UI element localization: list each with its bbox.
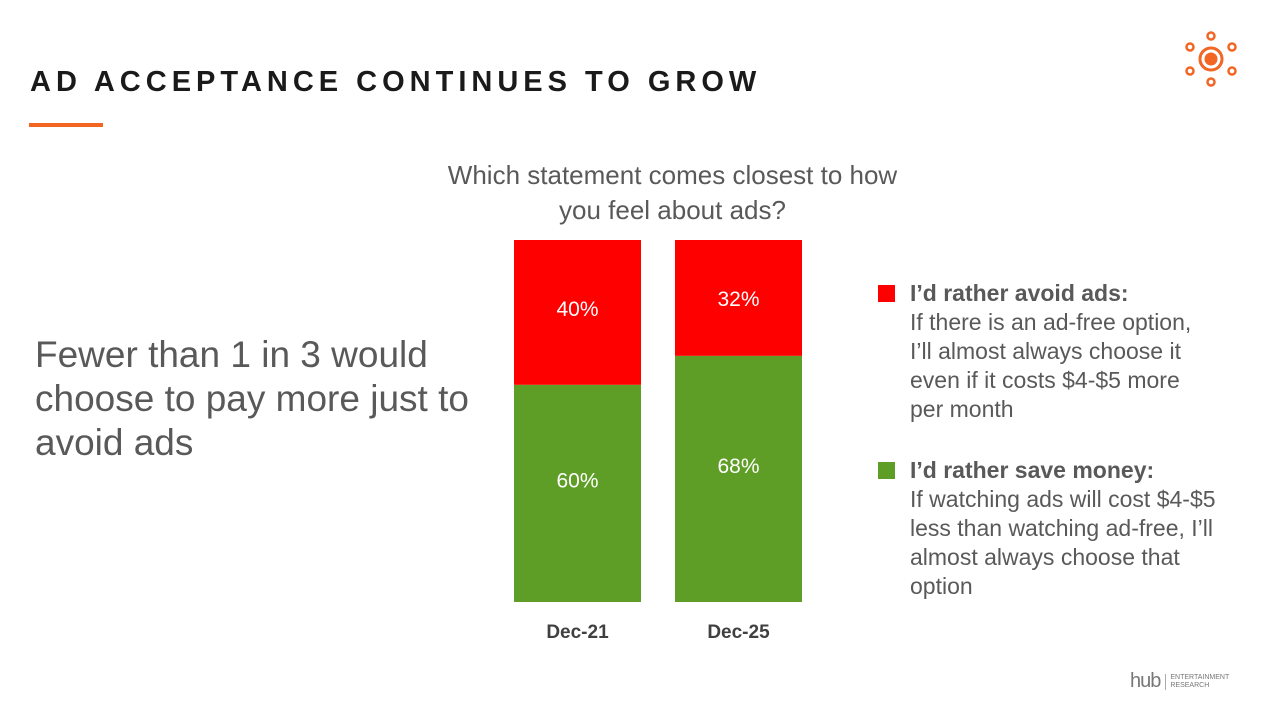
key-takeaway: Fewer than 1 in 3 would choose to pay mo… [35,334,469,463]
legend-heading: I’d rather save money: [910,457,1155,483]
bar-segment-Dec-25-save-money [675,355,802,602]
legend-description: If there is an ad-free option, I’ll almo… [910,309,1192,422]
data-label: 60% [556,469,598,492]
legend-item-avoid-ads: I’d rather avoid ads: If there is an ad-f… [878,279,1218,424]
x-tick-label: Dec-21 [546,622,609,643]
page-title: AD ACCEPTANCE CONTINUES TO GROW [30,66,762,98]
location-pins-sun-icon [1185,31,1237,87]
title-underline [29,123,103,127]
bar-segment-Dec-25-avoid-ads [675,240,802,356]
x-tick-label: Dec-25 [707,622,770,643]
legend-heading: I’d rather avoid ads: [910,280,1129,306]
data-label: 68% [717,455,759,478]
legend-swatch [878,285,895,302]
data-label: 32% [717,288,759,311]
legend-swatch [878,462,895,479]
bar-segment-Dec-21-save-money [514,384,641,602]
legend-description: If watching ads will cost $4-$5 less tha… [910,486,1216,599]
data-label: 40% [556,298,598,321]
hub-logo: hub ENTERTAINMENT RESEARCH [1130,670,1230,692]
bar-segment-Dec-21-avoid-ads [514,240,641,385]
chart-title: Which statement comes closest to how you… [447,160,898,225]
legend-item-save-money: I’d rather save money: If watching ads wi… [878,456,1218,601]
